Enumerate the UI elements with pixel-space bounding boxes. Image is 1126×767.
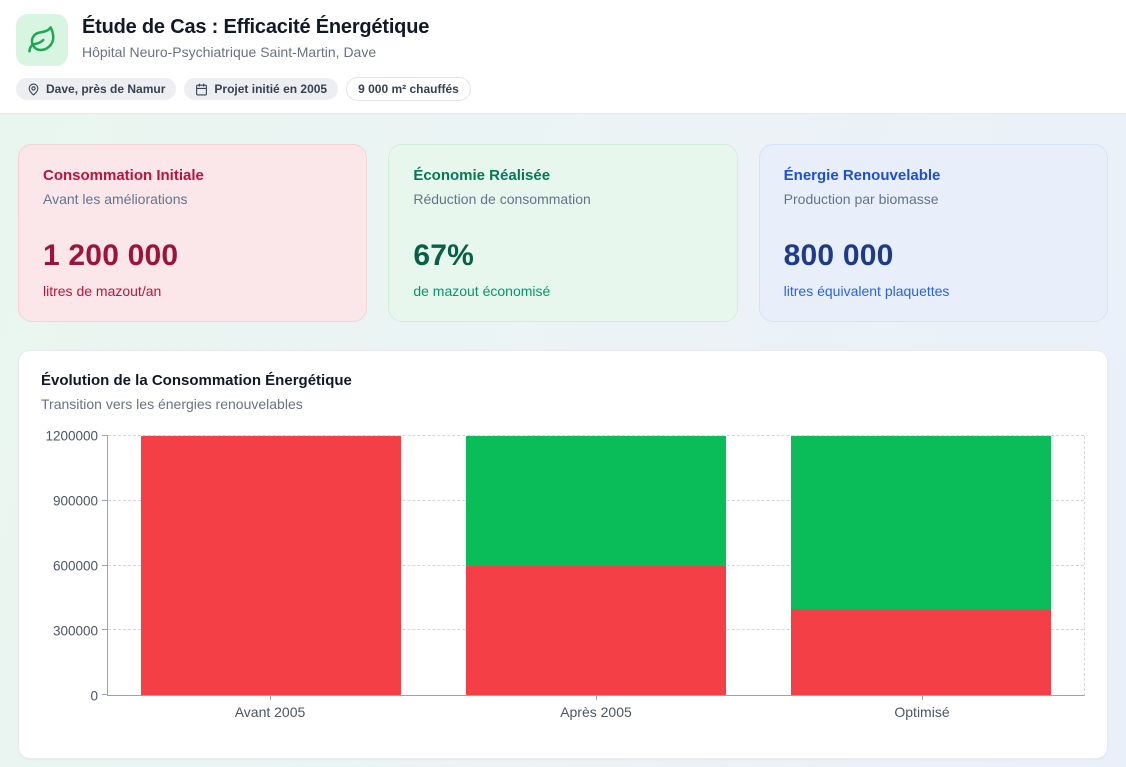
stat-card-unit: litres équivalent plaquettes	[783, 283, 950, 299]
chart-subtitle: Transition vers les énergies renouvelabl…	[41, 396, 303, 412]
location-badge: Dave, près de Namur	[16, 78, 177, 100]
x-axis-tick-mark	[270, 696, 271, 700]
x-axis-label-text: Optimisé	[894, 704, 950, 720]
bar-slot	[759, 436, 1084, 695]
location-badge-label: Dave, près de Namur	[46, 82, 166, 96]
bar-segment-rouge[interactable]	[465, 565, 727, 695]
project-date-badge-label: Projet initié en 2005	[214, 82, 328, 96]
calendar-icon	[196, 83, 208, 95]
stat-card-value: 1 200 000	[43, 239, 179, 272]
x-axis-label: Optimisé	[759, 696, 1085, 722]
y-axis-tick-mark	[102, 629, 108, 631]
stacked-bar-2	[465, 436, 727, 695]
x-axis-label-text: Avant 2005	[234, 704, 306, 720]
project-date-badge: Projet initié en 2005	[184, 78, 339, 100]
page-subtitle: Hôpital Neuro-Psychiatrique Saint-Martin…	[82, 44, 377, 60]
y-axis-tick-mark	[102, 564, 108, 566]
map-pin-icon	[28, 83, 39, 95]
leaf-icon	[16, 14, 68, 66]
bar-segment-rouge[interactable]	[791, 608, 1052, 695]
badge-row: Dave, près de Namur Projet initié en 200…	[16, 77, 1110, 101]
x-axis-label: Avant 2005	[107, 696, 433, 722]
x-axis-tick-mark	[922, 696, 923, 700]
page-header: Étude de Cas : Efficacité Énergétique Hô…	[0, 0, 1126, 114]
stat-card-subtitle: Avant les améliorations	[43, 191, 188, 207]
stat-card-unit: litres de mazout/an	[43, 283, 162, 299]
chart-title: Évolution de la Consommation Énergétique	[41, 372, 352, 389]
chart-y-labels: 0 300000 600000 900000 1200000	[41, 429, 107, 704]
bar-slot	[108, 436, 433, 695]
stat-card-subtitle: Réduction de consommation	[413, 191, 591, 207]
chart-card: Évolution de la Consommation Énergétique…	[18, 350, 1108, 759]
page-title: Étude de Cas : Efficacité Énergétique	[82, 16, 430, 38]
surface-badge: 9 000 m² chauffés	[346, 77, 471, 101]
x-axis-label-text: Après 2005	[560, 704, 632, 720]
chart-x-labels: Avant 2005 Après 2005 Optimisé	[107, 696, 1085, 722]
y-axis-tick-label: 300000	[52, 623, 98, 639]
stat-card-value: 67%	[413, 239, 474, 272]
stat-card-title: Économie Réalisée	[413, 167, 551, 184]
stat-card-value: 800 000	[783, 239, 894, 272]
y-axis-tick-label: 600000	[52, 558, 98, 574]
stat-card-subtitle: Production par biomasse	[783, 191, 939, 207]
y-axis-tick-mark	[102, 435, 108, 436]
chart-plot	[102, 435, 1085, 696]
y-axis-tick-label: 900000	[52, 493, 98, 509]
y-axis-tick-label: 1200000	[45, 428, 98, 444]
bar-segment-vert[interactable]	[465, 436, 727, 566]
stat-card-energie-renouvelable: Énergie Renouvelable Production par biom…	[758, 144, 1108, 322]
bar-segment-vert[interactable]	[791, 436, 1052, 609]
bar-segment-rouge[interactable]	[140, 436, 401, 695]
stacked-bar-3	[791, 436, 1052, 695]
stat-card-title: Consommation Initiale	[43, 167, 204, 184]
x-axis-label: Après 2005	[433, 696, 759, 722]
chart-area: 0 300000 600000 900000 1200000	[41, 429, 1085, 704]
stat-card-title: Énergie Renouvelable	[783, 167, 941, 184]
chart-bars	[108, 436, 1084, 695]
stat-card-economie-realisee: Économie Réalisée Réduction de consommat…	[388, 144, 738, 322]
stat-cards: Consommation Initiale Avant les améliora…	[18, 144, 1108, 322]
y-axis-tick-label: 0	[90, 688, 98, 704]
x-axis-tick-mark	[596, 696, 597, 700]
y-axis-tick-mark	[102, 694, 108, 695]
stat-card-consommation-initiale: Consommation Initiale Avant les améliora…	[18, 144, 368, 322]
bar-slot	[433, 436, 758, 695]
stat-card-unit: de mazout économisé	[413, 283, 551, 299]
y-axis-tick-mark	[102, 499, 108, 501]
stacked-bar-1	[140, 436, 401, 695]
gridline	[108, 435, 1084, 436]
surface-badge-label: 9 000 m² chauffés	[358, 82, 459, 96]
main-content: Consommation Initiale Avant les améliora…	[0, 114, 1126, 767]
